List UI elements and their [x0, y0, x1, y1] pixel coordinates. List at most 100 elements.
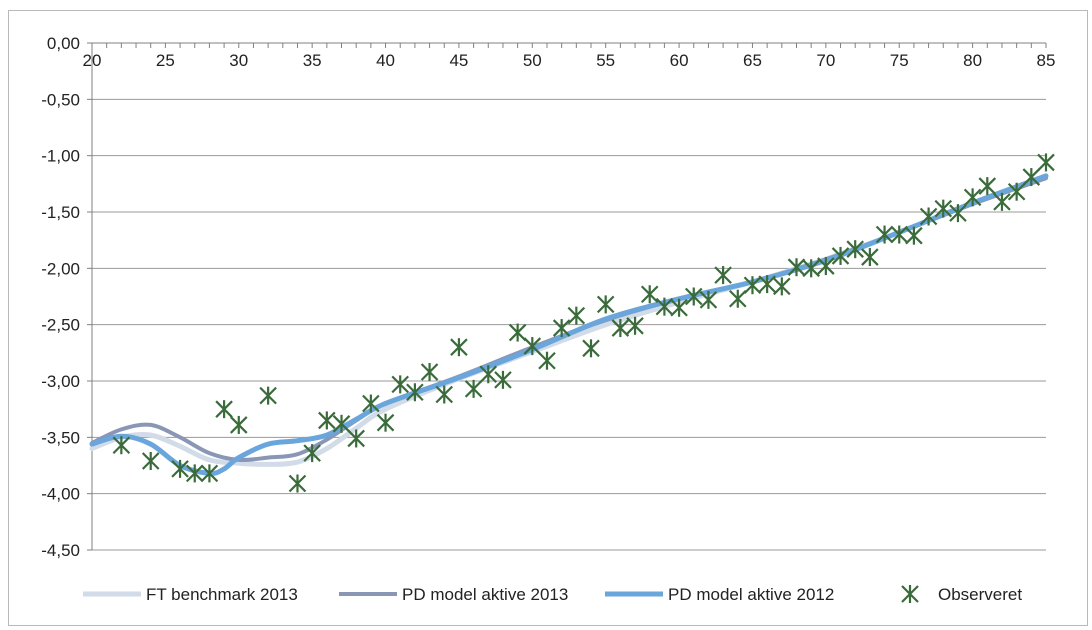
legend-entry: FT benchmark 2013 — [83, 585, 298, 604]
x-tick-label: 85 — [1037, 51, 1056, 70]
observeret-point — [288, 474, 307, 493]
x-tick-label: 65 — [743, 51, 762, 70]
observeret-point — [523, 337, 542, 356]
observeret-point — [817, 257, 835, 276]
x-tick-label: 75 — [890, 51, 909, 70]
observeret-point — [259, 386, 277, 405]
observeret-point — [552, 319, 571, 338]
observeret-point — [714, 266, 732, 285]
observeret-point — [318, 411, 336, 430]
observeret-point — [949, 204, 967, 223]
x-tick-label: 55 — [596, 51, 615, 70]
x-tick-label: 45 — [449, 51, 468, 70]
observeret-point — [919, 207, 938, 226]
y-tick-label: -4,00 — [41, 485, 80, 504]
observeret-point — [905, 226, 923, 245]
y-tick-label: -3,50 — [41, 428, 80, 447]
observeret-point — [567, 306, 586, 325]
observeret-point — [611, 319, 630, 338]
observeret-points — [112, 153, 1055, 493]
x-tick-label: 25 — [156, 51, 175, 70]
x-tick-label: 35 — [303, 51, 322, 70]
observeret-point — [670, 298, 688, 317]
chart-frame — [8, 10, 1088, 626]
observeret-point — [787, 258, 806, 277]
observeret-point — [332, 414, 351, 433]
x-tick-label: 20 — [83, 51, 102, 70]
observeret-point — [141, 451, 160, 470]
legend-label: FT benchmark 2013 — [146, 585, 298, 604]
y-tick-label: -2,00 — [41, 259, 80, 278]
observeret-point — [802, 259, 820, 278]
y-tick-label: -4,50 — [41, 541, 80, 560]
legend: FT benchmark 2013 PD model aktive 2013 PD … — [83, 585, 1022, 604]
y-tick-label: -1,00 — [41, 147, 80, 166]
observeret-point — [229, 415, 248, 434]
y-tick-label: -2,50 — [41, 316, 80, 335]
legend-label: PD model aktive 2013 — [402, 585, 568, 604]
x-tick-label: 40 — [376, 51, 395, 70]
observeret-point — [890, 225, 909, 244]
observeret-point — [406, 383, 424, 402]
x-tick-label: 60 — [670, 51, 689, 70]
axes: 0,00 -0,50 -1,00 -1,50 -2,00 -2,50 -3,00 -3,50 -… — [41, 34, 1055, 560]
observeret-point — [861, 248, 879, 267]
y-tick-label: 0,00 — [47, 34, 80, 53]
observeret-point — [1037, 153, 1055, 172]
observeret-point — [347, 429, 365, 448]
observeret-point — [215, 400, 233, 419]
observeret-point — [494, 370, 512, 389]
observeret-point — [464, 379, 483, 398]
observeret-point — [758, 275, 776, 294]
y-tick-label: -3,00 — [41, 372, 80, 391]
legend-swatch — [901, 585, 919, 603]
observeret-point — [743, 276, 762, 295]
gridlines — [92, 98, 1046, 551]
observeret-point — [112, 436, 131, 455]
observeret-point — [846, 240, 864, 259]
observeret-point — [171, 459, 189, 478]
legend-label: Observeret — [938, 585, 1022, 604]
observeret-point — [376, 413, 395, 432]
observeret-point — [508, 323, 527, 342]
observeret-point — [391, 375, 409, 394]
observeret-point — [479, 365, 498, 384]
observeret-point — [303, 444, 321, 463]
y-tick-label: -0,50 — [41, 90, 80, 109]
observeret-point — [435, 385, 454, 404]
observeret-point — [185, 464, 204, 483]
observeret-point — [831, 246, 850, 265]
legend-entry: PD model aktive 2012 — [605, 585, 834, 604]
legend-label: PD model aktive 2012 — [668, 585, 834, 604]
observeret-point — [699, 290, 718, 309]
observeret-point — [626, 316, 644, 335]
observeret-point — [200, 464, 219, 483]
observeret-point — [582, 339, 600, 358]
observeret-point — [934, 199, 953, 218]
observeret-point — [596, 295, 615, 314]
y-tick-label: -1,50 — [41, 203, 80, 222]
x-tick-label: 50 — [523, 51, 542, 70]
observeret-point — [538, 351, 556, 370]
observeret-point — [640, 285, 659, 304]
observeret-point — [655, 297, 674, 316]
observeret-point — [773, 277, 791, 296]
x-tick-label: 80 — [963, 51, 982, 70]
observeret-point — [450, 338, 468, 357]
observeret-point — [978, 177, 997, 196]
observeret-point — [1022, 168, 1041, 187]
observeret-point — [993, 192, 1011, 211]
x-tick-label: 70 — [816, 51, 835, 70]
x-tick-label: 30 — [229, 51, 248, 70]
observeret-point — [420, 362, 439, 381]
observeret-point — [963, 188, 982, 207]
series-line-pd-model-aktive-2013 — [90, 176, 1048, 463]
legend-entry: Observeret — [901, 585, 1022, 604]
observeret-point — [875, 225, 894, 244]
observeret-point — [362, 394, 380, 413]
observeret-point — [684, 287, 703, 306]
observeret-point — [1007, 182, 1026, 201]
legend-entry: PD model aktive 2013 — [339, 585, 568, 604]
observeret-point — [729, 289, 747, 308]
